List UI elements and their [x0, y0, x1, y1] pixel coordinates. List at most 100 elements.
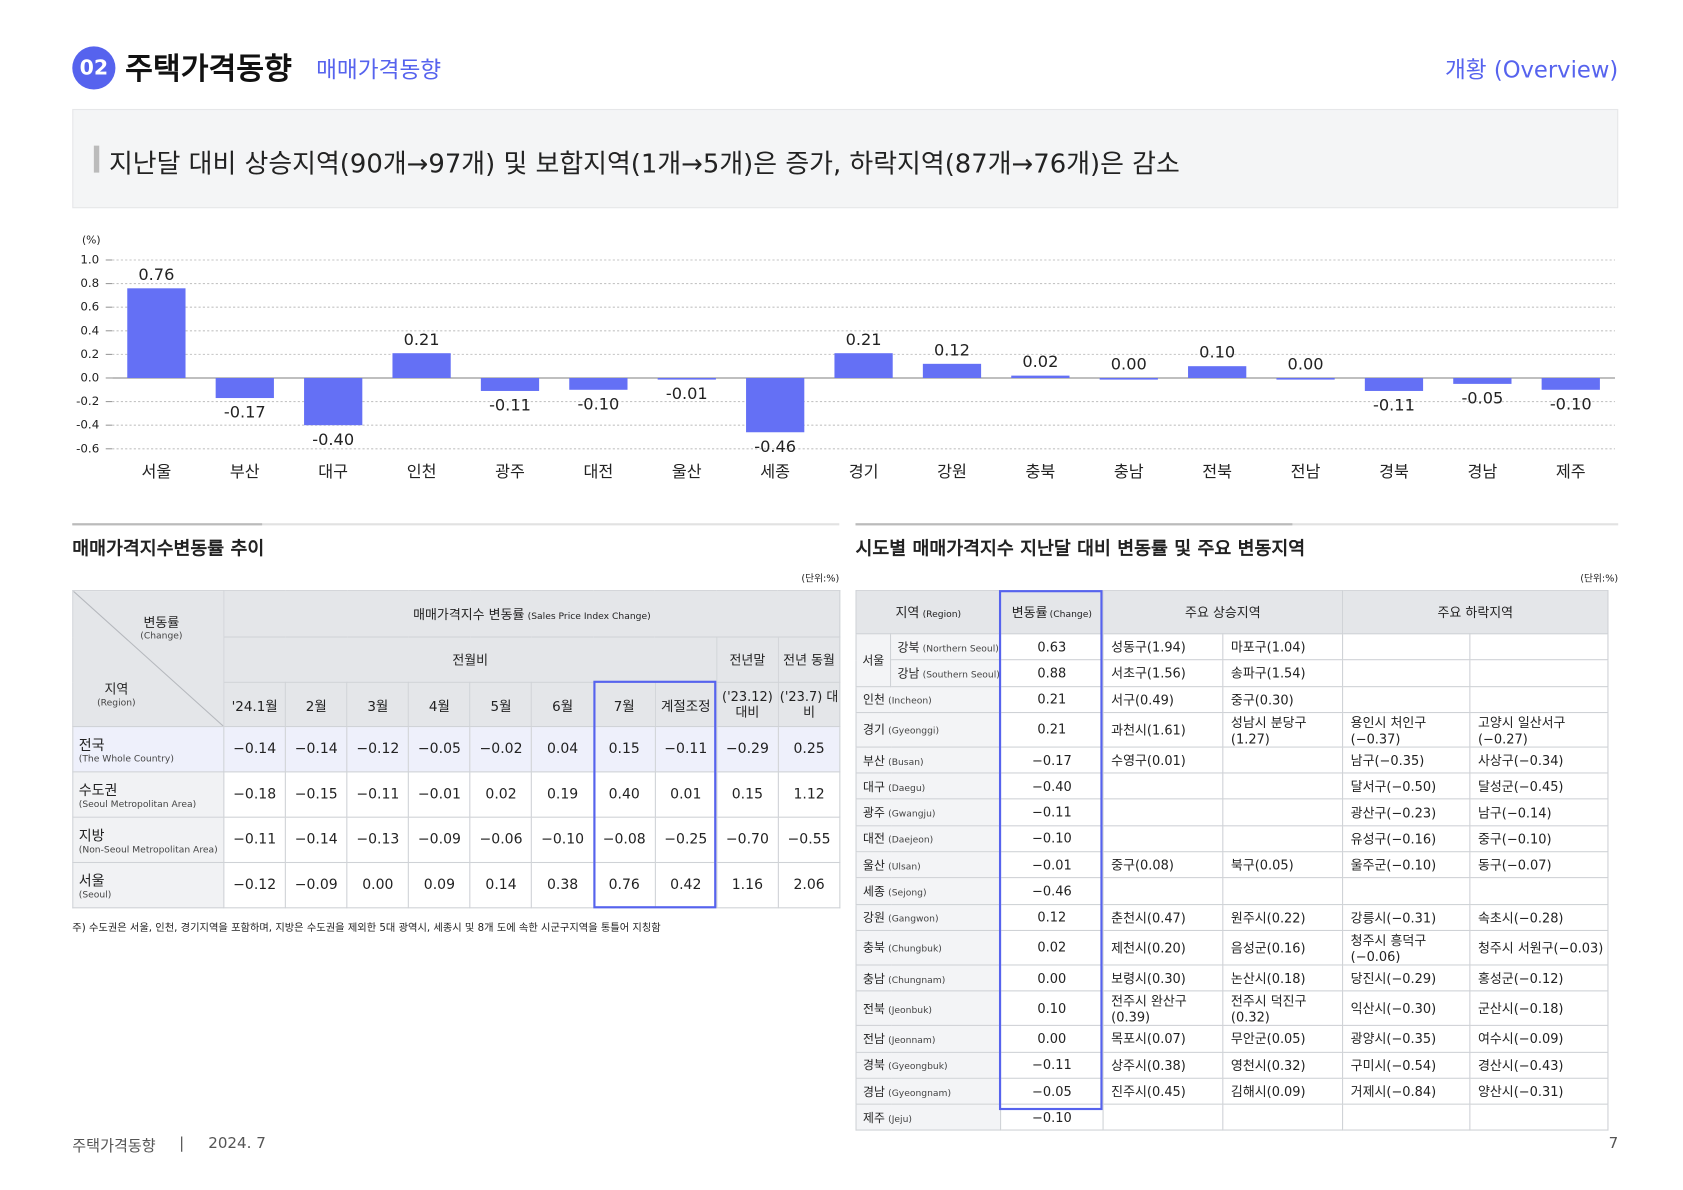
down-area — [1342, 1103, 1471, 1132]
data-row: 강원 (Gangwon) 0.12 춘천시(0.47) 원주시(0.22) 강릉시(−0.… — [855, 903, 1609, 931]
region-name: 제주 — [863, 1110, 885, 1125]
change-cell-text: −0.10 — [1032, 1109, 1072, 1125]
change-header: 변동률 (Change) — [1000, 590, 1104, 635]
region-name: 인천 — [863, 692, 885, 707]
down-area-text: 울주군(−0.10) — [1350, 857, 1437, 873]
value-label: -0.10 — [577, 394, 619, 413]
value-cell: −0.55 — [777, 816, 841, 864]
change-cell: −0.11 — [1000, 1051, 1104, 1079]
region-name: 강원 — [863, 910, 885, 925]
region-cell: 인천 (Incheon) — [855, 685, 1002, 713]
value-cell: −0.29 — [716, 726, 779, 773]
up-area: 제천시(0.20) — [1102, 929, 1224, 966]
change-cell-text: 0.88 — [1037, 665, 1067, 681]
region-name: 경북 — [863, 1058, 885, 1073]
month-header-text: 계절조정 — [660, 697, 711, 714]
y-tick-label: 0.2 — [80, 347, 99, 361]
region-cell: 강남 (Southern Seoul) — [890, 659, 1002, 687]
value-cell: −0.18 — [223, 771, 286, 818]
up-area: 보령시(0.30) — [1102, 964, 1224, 992]
value-cell: −0.14 — [284, 816, 348, 864]
month-header-text: 7월 — [613, 697, 635, 714]
region-cell: 충남 (Chungnam) — [855, 964, 1002, 992]
change-cell-text: −0.01 — [1032, 857, 1072, 873]
change-cell-text: 0.21 — [1037, 691, 1067, 707]
region-cell: 광주 (Gwangju) — [855, 798, 1002, 827]
value-cell-text: 0.00 — [362, 877, 394, 894]
x-tick-label: 울산 — [672, 462, 702, 481]
region-en: (Gangwon) — [888, 914, 939, 925]
region-cell: 세종 (Sejong) — [855, 877, 1002, 905]
month-header-text: 6월 — [552, 697, 574, 714]
prev-year-end-sub-text: ('23.12) 대비 — [722, 689, 773, 720]
down-area: 동구(−0.07) — [1469, 851, 1609, 879]
up-area: 상주시(0.38) — [1102, 1051, 1224, 1079]
up-area-text: 성동구(1.94) — [1111, 639, 1186, 655]
region-en: (Jeonbuk) — [888, 1005, 932, 1016]
region-name: 충북 — [863, 941, 885, 956]
month-header-text: 5월 — [490, 697, 512, 714]
value-label: -0.11 — [1373, 396, 1415, 415]
bar-chart: (%) 1.0 0.8 0.6 0.4 0.2 0.0 -0.2 -0.4 -0.6 서울 0.76… — [76, 234, 1615, 481]
group-cell: 서울 — [855, 633, 892, 687]
headline: 지난달 대비 상승지역(90개→97개) 및 보합지역(1개→5개)은 증가, … — [108, 148, 1180, 180]
region-cell: 부산 (Busan) — [855, 746, 1002, 774]
region-name: 경남 — [863, 1084, 885, 1099]
region-name: 전남 — [863, 1032, 885, 1047]
same-month-text: 전년 동월 — [783, 652, 835, 668]
month-header-text: 4월 — [428, 697, 450, 714]
up-area: 진주시(0.45) — [1102, 1077, 1224, 1105]
data-row: 대구 (Daegu) −0.40 달서구(−0.50) 달성군(−0.45) — [855, 772, 1609, 800]
header-row: 지역 (Region) 변동률 (Change) 주요 상승지역 주요 하락지역 — [855, 590, 1609, 635]
value-cell: −0.12 — [346, 726, 410, 773]
value-cell-text: −0.14 — [233, 741, 277, 758]
value-cell-text: 0.42 — [670, 877, 702, 894]
change-cell: −0.40 — [1000, 772, 1104, 800]
change-cell: −0.01 — [1000, 851, 1104, 879]
down-area: 유성구(−0.16) — [1342, 825, 1471, 853]
value-cell-text: −0.29 — [725, 741, 769, 758]
down-area — [1469, 877, 1609, 905]
region-cell-en: (The Whole Country) — [78, 754, 174, 765]
up-area: 북구(0.05) — [1222, 851, 1344, 879]
change-header-en: (Change) — [1049, 609, 1092, 621]
down-area: 울주군(−0.10) — [1342, 851, 1471, 879]
y-unit: (%) — [82, 234, 101, 247]
region-cell: 경남 (Gyeongnam) — [855, 1077, 1002, 1105]
data-row: 제주 (Jeju) −0.10 — [855, 1103, 1609, 1132]
down-area: 사상구(−0.34) — [1469, 746, 1609, 774]
value-cell: −0.11 — [346, 771, 410, 818]
region-en: (Gyeongbuk) — [888, 1061, 948, 1073]
down-area-text: 청주시 서원구(−0.03) — [1477, 940, 1604, 956]
region-cell: 전북 (Jeonbuk) — [855, 990, 1002, 1027]
value-cell: −0.10 — [531, 816, 594, 864]
region-cell: 경기 (Gyeonggi) — [855, 711, 1002, 748]
data-row: 서울 강북 (Northern Seoul) 0.63 성동구(1.94) 마포구(1.0… — [855, 633, 1609, 687]
up-header: 주요 상승지역 — [1102, 590, 1344, 635]
up-area-text: 논산시(0.18) — [1230, 971, 1306, 987]
change-cell: −0.10 — [1000, 825, 1104, 853]
right-table-title: 시도별 매매가격지수 지난달 대비 변동률 및 주요 변동지역 — [855, 538, 1306, 560]
region-cell: 제주 (Jeju) — [855, 1103, 1002, 1132]
x-tick-label: 세종 — [760, 462, 790, 481]
region-cell-text: 지방 — [78, 828, 105, 845]
x-tick-label: 충북 — [1025, 462, 1055, 481]
up-area-text: 목포시(0.07) — [1111, 1031, 1186, 1047]
bar — [1011, 375, 1070, 378]
up-area — [1102, 1103, 1224, 1132]
value-cell-text: 0.76 — [608, 877, 640, 894]
x-tick-label: 광주 — [495, 462, 525, 481]
down-area-text: 달서구(−0.50) — [1350, 779, 1437, 795]
region-en: (Northern Seoul) — [922, 643, 999, 655]
value-cell-text: −0.11 — [664, 741, 708, 758]
month-header: 5월 — [469, 681, 533, 728]
x-tick-label: 부산 — [230, 462, 260, 481]
down-area: 익산시(−0.30) — [1342, 990, 1471, 1027]
data-row: 울산 (Ulsan) −0.01 중구(0.08) 북구(0.05) 울주군(−0.10)… — [855, 851, 1609, 879]
region-name: 광주 — [863, 805, 885, 821]
header-row: 전월비 전년말 전년 동월 — [73, 636, 841, 683]
value-cell-text: −0.25 — [664, 831, 708, 848]
region-en: (Southern Seoul) — [922, 669, 1000, 681]
value-cell: 0.38 — [531, 861, 594, 909]
up-area: 무안군(0.05) — [1222, 1025, 1344, 1053]
